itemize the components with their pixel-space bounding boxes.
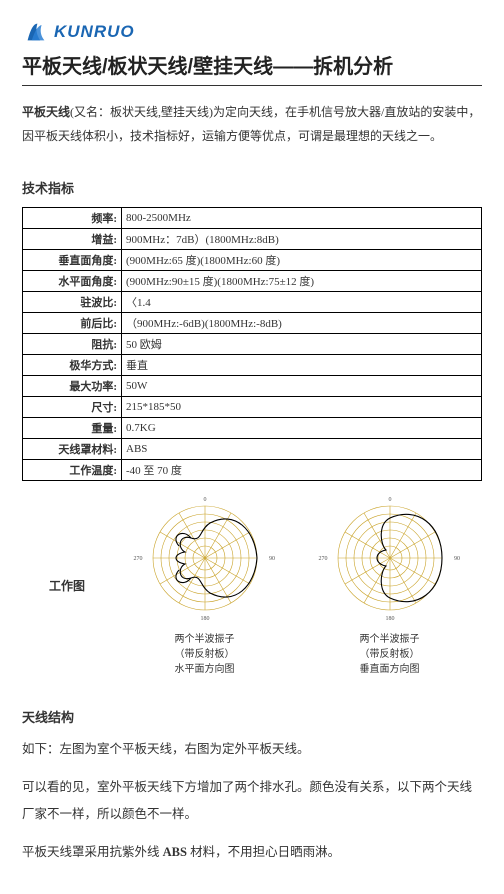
page-title: 平板天线/板状天线/壁挂天线——拆机分析 — [22, 50, 482, 86]
fig2-caption: 两个半波振子 （带反射板） 垂直面方向图 — [315, 632, 465, 677]
svg-text:180: 180 — [385, 616, 394, 622]
body3-bold: ABS — [163, 845, 187, 859]
table-row: 天线罩材料:ABS — [23, 439, 482, 460]
spec-heading: 技术指标 — [22, 178, 482, 197]
table-row: 工作温度:-40 至 70 度 — [23, 460, 482, 481]
diagram-label: 工作图 — [22, 577, 112, 594]
intro-bold: 平板天线 — [22, 105, 70, 119]
intro-paragraph: 平板天线(又名：板状天线,壁挂天线)为定向天线，在手机信号放大器/直放站的安装中… — [22, 100, 482, 148]
fig2-cap-line1: 两个半波振子 — [315, 632, 465, 647]
svg-text:0: 0 — [388, 497, 391, 503]
fig1-cap-line3: 水平面方向图 — [130, 662, 280, 677]
company-logo-icon — [22, 18, 50, 46]
spec-table: 频率:800-2500MHz增益:900MHz：7dB）(1800MHz:8dB… — [22, 207, 482, 481]
fig2-cap-line2: （带反射板） — [315, 647, 465, 662]
spec-value: -40 至 70 度 — [122, 460, 482, 481]
spec-value: 垂直 — [122, 355, 482, 376]
spec-label: 天线罩材料: — [23, 439, 122, 460]
body-paragraph-3: 平板天线罩采用抗紫外线 ABS 材料，不用担心日晒雨淋。 — [22, 839, 482, 867]
table-row: 重量:0.7KG — [23, 418, 482, 439]
spec-value: ABS — [122, 439, 482, 460]
svg-text:90: 90 — [454, 556, 460, 562]
spec-label: 尺寸: — [23, 397, 122, 418]
body-paragraph-1: 如下：左图为室个平板天线，右图为定外平板天线。 — [22, 736, 482, 764]
table-row: 最大功率:50W — [23, 376, 482, 397]
spec-label: 阻抗: — [23, 334, 122, 355]
header-logo: KUNRUO — [22, 18, 482, 46]
fig1-cap-line2: （带反射板） — [130, 647, 280, 662]
spec-label: 前后比: — [23, 313, 122, 334]
spec-label: 重量: — [23, 418, 122, 439]
svg-text:270: 270 — [133, 556, 142, 562]
spec-label: 极华方式: — [23, 355, 122, 376]
intro-rest: (又名：板状天线,壁挂天线)为定向天线，在手机信号放大器/直放站的安装中，因平板… — [22, 105, 480, 143]
spec-label: 垂直面角度: — [23, 250, 122, 271]
diagram-figures: 0 90 270 180 两个半波振子 （带反射板） 水平面方向图 — [112, 493, 482, 677]
body3-post: 材料，不用担心日晒雨淋。 — [187, 845, 340, 859]
table-row: 频率:800-2500MHz — [23, 208, 482, 229]
body3-pre: 平板天线罩采用抗紫外线 — [22, 845, 163, 859]
fig1-cap-line1: 两个半波振子 — [130, 632, 280, 647]
spec-value: （900MHz:-6dB)(1800MHz:-8dB) — [122, 313, 482, 334]
spec-value: 215*185*50 — [122, 397, 482, 418]
spec-label: 频率: — [23, 208, 122, 229]
spec-label: 增益: — [23, 229, 122, 250]
table-row: 尺寸:215*185*50 — [23, 397, 482, 418]
svg-text:270: 270 — [318, 556, 327, 562]
polar-plot-vertical-icon: 0 90 270 180 — [315, 493, 465, 623]
table-row: 阻抗:50 欧姆 — [23, 334, 482, 355]
spec-value: 900MHz：7dB）(1800MHz:8dB) — [122, 229, 482, 250]
spec-label: 工作温度: — [23, 460, 122, 481]
diagram-row: 工作图 0 90 — [22, 493, 482, 677]
svg-text:0: 0 — [203, 497, 206, 503]
table-row: 增益:900MHz：7dB）(1800MHz:8dB) — [23, 229, 482, 250]
spec-value: 50 欧姆 — [122, 334, 482, 355]
fig2-cap-line3: 垂直面方向图 — [315, 662, 465, 677]
structure-heading: 天线结构 — [22, 707, 482, 726]
svg-text:90: 90 — [269, 556, 275, 562]
table-row: 水平面角度:(900MHz:90±15 度)(1800MHz:75±12 度) — [23, 271, 482, 292]
spec-value: 50W — [122, 376, 482, 397]
spec-value: 〈1.4 — [122, 292, 482, 313]
spec-value: (900MHz:90±15 度)(1800MHz:75±12 度) — [122, 271, 482, 292]
diagram-fig-vertical: 0 90 270 180 两个半波振子 （带反射板） 垂直面方向图 — [315, 493, 465, 677]
body-paragraph-2: 可以看的见，室外平板天线下方增加了两个排水孔。颜色没有关系，以下两个天线厂家不一… — [22, 774, 482, 829]
company-logo-text: KUNRUO — [54, 22, 135, 42]
spec-label: 水平面角度: — [23, 271, 122, 292]
fig1-caption: 两个半波振子 （带反射板） 水平面方向图 — [130, 632, 280, 677]
spec-value: 800-2500MHz — [122, 208, 482, 229]
polar-plot-horizontal-icon: 0 90 270 180 — [130, 493, 280, 623]
table-row: 垂直面角度:(900MHz:65 度)(1800MHz:60 度) — [23, 250, 482, 271]
spec-value: (900MHz:65 度)(1800MHz:60 度) — [122, 250, 482, 271]
spec-label: 驻波比: — [23, 292, 122, 313]
table-row: 极华方式:垂直 — [23, 355, 482, 376]
document-page: KUNRUO 平板天线/板状天线/壁挂天线——拆机分析 平板天线(又名：板状天线… — [0, 0, 504, 894]
diagram-fig-horizontal: 0 90 270 180 两个半波振子 （带反射板） 水平面方向图 — [130, 493, 280, 677]
table-row: 前后比:（900MHz:-6dB)(1800MHz:-8dB) — [23, 313, 482, 334]
table-row: 驻波比:〈1.4 — [23, 292, 482, 313]
spec-label: 最大功率: — [23, 376, 122, 397]
svg-text:180: 180 — [200, 616, 209, 622]
spec-value: 0.7KG — [122, 418, 482, 439]
